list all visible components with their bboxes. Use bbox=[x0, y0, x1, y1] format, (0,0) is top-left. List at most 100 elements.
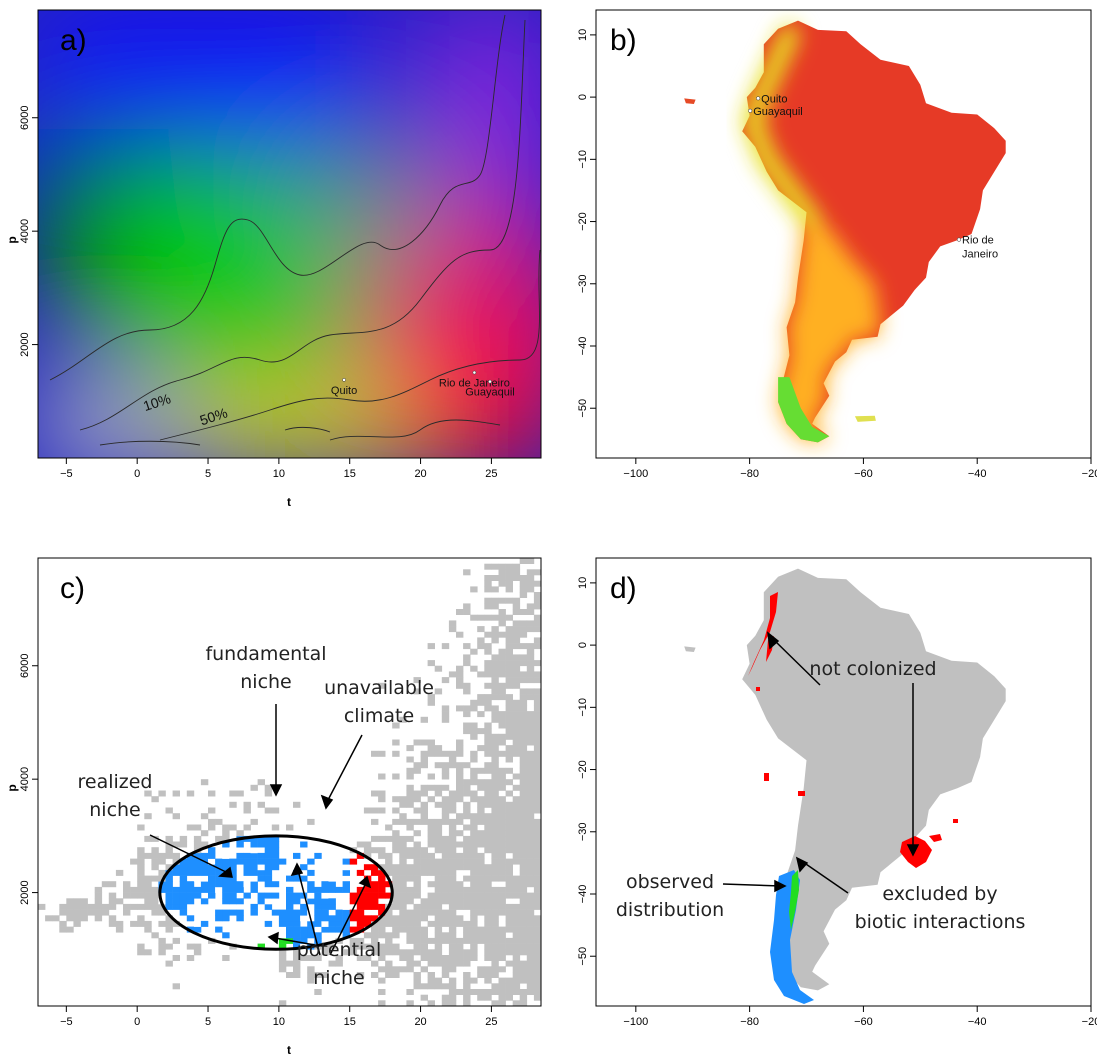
climate-cell bbox=[477, 966, 485, 973]
climate-cell bbox=[406, 966, 414, 973]
climate-cell bbox=[526, 852, 535, 859]
climate-cell bbox=[278, 1000, 287, 1006]
climate-cell bbox=[356, 943, 365, 950]
climate-cell bbox=[519, 773, 528, 780]
climate-cell bbox=[484, 920, 492, 927]
climate-cell bbox=[512, 722, 521, 729]
climate-cell bbox=[208, 886, 216, 893]
climate-cell bbox=[519, 830, 528, 837]
climate-cell bbox=[222, 852, 230, 859]
climate-cell bbox=[307, 972, 315, 978]
climate-cell bbox=[165, 960, 173, 967]
climate-cell bbox=[108, 915, 117, 922]
climate-cell bbox=[448, 1000, 457, 1006]
climate-cell bbox=[427, 750, 435, 757]
climate-cell bbox=[526, 790, 535, 797]
climate-cell bbox=[307, 977, 315, 984]
climate-cell bbox=[484, 994, 492, 1001]
climate-cell bbox=[406, 784, 414, 791]
climate-cell bbox=[144, 886, 152, 893]
climate-cell bbox=[477, 614, 485, 621]
climate-cell bbox=[484, 989, 492, 995]
climate-cell bbox=[456, 767, 464, 774]
climate-cell bbox=[491, 852, 499, 859]
climate-cell bbox=[335, 886, 343, 893]
climate-cell bbox=[526, 654, 535, 661]
climate-cell bbox=[491, 711, 499, 718]
climate-cell bbox=[399, 847, 407, 854]
climate-cell bbox=[484, 926, 492, 933]
climate-cell bbox=[512, 989, 521, 995]
climate-cell bbox=[307, 881, 315, 888]
climate-cell bbox=[470, 767, 478, 774]
climate-cell bbox=[512, 637, 521, 644]
climate-cell bbox=[533, 716, 541, 723]
climate-cell bbox=[526, 915, 535, 922]
climate-cell bbox=[498, 858, 506, 865]
climate-cell bbox=[363, 903, 372, 910]
climate-cell bbox=[399, 864, 407, 871]
climate-cell bbox=[236, 830, 244, 837]
climate-cell bbox=[505, 841, 513, 848]
climate-cell bbox=[463, 824, 471, 831]
climate-cell bbox=[505, 597, 513, 604]
climate-cell bbox=[463, 841, 471, 848]
climate-cell bbox=[533, 807, 541, 814]
climate-cell bbox=[293, 949, 301, 956]
climate-cell bbox=[498, 665, 506, 672]
x-tick-label: −100 bbox=[623, 468, 648, 480]
climate-cell bbox=[477, 864, 485, 871]
climate-cell bbox=[420, 852, 428, 859]
climate-cell bbox=[144, 835, 152, 842]
y-tick-label: 6000 bbox=[19, 106, 31, 130]
climate-cell bbox=[363, 943, 372, 950]
climate-cell bbox=[533, 892, 541, 899]
climate-cell bbox=[505, 858, 513, 865]
climate-cell bbox=[519, 796, 528, 803]
climate-cell bbox=[307, 818, 315, 825]
climate-cell bbox=[392, 881, 400, 888]
climate-cell bbox=[378, 847, 386, 854]
climate-cell bbox=[505, 903, 513, 910]
climate-cell bbox=[533, 603, 541, 610]
climate-cell bbox=[399, 801, 407, 808]
climate-cell bbox=[300, 892, 308, 899]
climate-cell bbox=[505, 671, 513, 678]
climate-cell bbox=[271, 824, 280, 831]
climate-cell bbox=[321, 898, 329, 905]
climate-cell bbox=[378, 807, 386, 814]
y-tick-label: 0 bbox=[577, 94, 589, 100]
climate-cell bbox=[293, 801, 301, 808]
climate-cell bbox=[165, 869, 173, 876]
climate-cell bbox=[498, 609, 506, 615]
climate-cell bbox=[512, 665, 521, 672]
climate-cell bbox=[498, 949, 506, 956]
climate-cell bbox=[385, 864, 393, 871]
climate-cell bbox=[342, 932, 350, 939]
climate-cell bbox=[420, 762, 428, 769]
climate-cell bbox=[441, 972, 450, 978]
climate-cell bbox=[80, 915, 88, 922]
climate-cell bbox=[533, 779, 541, 786]
climate-cell bbox=[470, 881, 478, 888]
climate-cell bbox=[165, 892, 173, 899]
climate-cell bbox=[526, 660, 535, 667]
climate-cell bbox=[427, 841, 435, 848]
x-tick-label: −60 bbox=[854, 468, 873, 480]
climate-cell bbox=[385, 937, 393, 944]
climate-cell bbox=[484, 869, 492, 876]
climate-cell bbox=[526, 722, 535, 729]
climate-cell bbox=[519, 767, 528, 774]
climate-cell bbox=[278, 943, 287, 950]
climate-cell bbox=[406, 920, 414, 927]
climate-cell bbox=[448, 869, 457, 876]
climate-cell bbox=[293, 920, 301, 927]
climate-cell bbox=[321, 915, 329, 922]
climate-cell bbox=[526, 739, 535, 746]
climate-cell bbox=[278, 915, 287, 922]
climate-cell bbox=[491, 972, 499, 978]
climate-cell bbox=[498, 835, 506, 842]
climate-cell bbox=[470, 989, 478, 995]
climate-cell bbox=[264, 875, 273, 882]
climate-cell bbox=[463, 643, 471, 650]
